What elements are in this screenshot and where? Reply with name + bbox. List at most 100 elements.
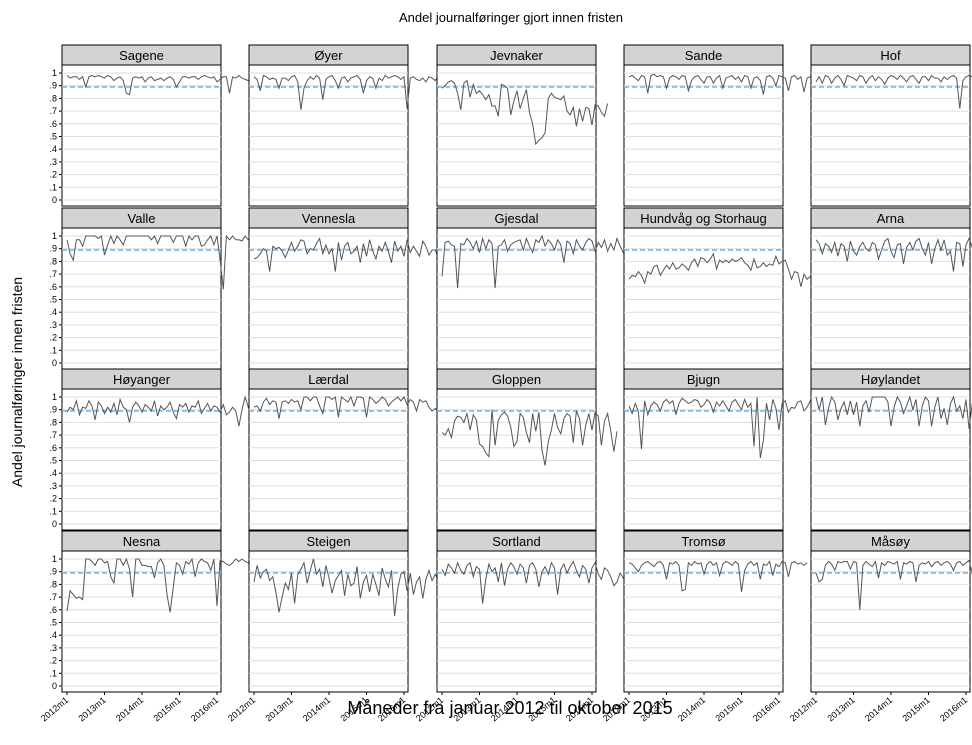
- y-tick-label: .6: [49, 443, 57, 453]
- series-line: [815, 559, 972, 610]
- y-tick-label: .9: [49, 244, 57, 254]
- panel: Arna: [810, 207, 972, 370]
- y-tick-label: 0: [52, 519, 57, 529]
- y-tick-label: 1: [52, 392, 57, 402]
- series-line: [253, 558, 439, 617]
- plot-area: [810, 550, 971, 693]
- series-line: [253, 74, 439, 110]
- series-line: [815, 395, 972, 429]
- plot-area: [61, 227, 222, 370]
- y-tick-label: .5: [49, 295, 57, 305]
- x-tick-label: 2016m1: [751, 695, 782, 724]
- x-tick-label: 2014m1: [863, 695, 894, 724]
- x-tick-label: 2012m1: [788, 695, 819, 724]
- y-tick-label: .3: [49, 643, 57, 653]
- panel-title: Bjugn: [687, 372, 720, 387]
- plot-area: [61, 388, 222, 531]
- panel: Vennesla: [248, 207, 439, 370]
- panel-title: Valle: [128, 211, 156, 226]
- y-tick-label: .7: [49, 106, 57, 116]
- plot-area: [436, 388, 597, 531]
- x-tick-label: 2015m1: [713, 695, 744, 724]
- panel: Sagene 0 .1 .2 .3 .4 .5 .6 .7 .8 .9 1: [49, 44, 252, 207]
- x-tick-label: 2014m1: [114, 695, 145, 724]
- x-tick-label: 2013m1: [825, 695, 856, 724]
- plot-area: [623, 550, 784, 693]
- y-tick-label: .6: [49, 605, 57, 615]
- x-tick-label: 2014m1: [301, 695, 332, 724]
- panel-title: Jevnaker: [490, 48, 543, 63]
- panel-title: Nesna: [123, 534, 161, 549]
- y-tick-label: .4: [49, 468, 57, 478]
- series-line: [441, 409, 618, 466]
- y-tick-label: .1: [49, 506, 57, 516]
- chart-title: Andel journalføringer gjort innen friste…: [399, 10, 623, 25]
- y-tick-label: .5: [49, 618, 57, 628]
- series-line: [815, 237, 972, 272]
- series-line: [253, 237, 439, 272]
- y-tick-label: .8: [49, 417, 57, 427]
- y-axis-title: Andel journalføringer innen fristen: [9, 277, 25, 487]
- series-line: [66, 395, 252, 427]
- series-line: [253, 395, 439, 419]
- panel: Jevnaker: [436, 44, 609, 207]
- panel: Høyanger 0 .1 .2 .3 .4 .5 .6 .7 .8 .9 1: [49, 368, 252, 531]
- panel-title: Høylandet: [861, 372, 921, 387]
- x-axis-title: Måneder fra januar 2012 til oktober 2015: [347, 698, 672, 718]
- panel-title: Sortland: [492, 534, 540, 549]
- x-tick-label: 2012m1: [39, 695, 70, 724]
- y-tick-label: .8: [49, 93, 57, 103]
- y-tick-label: .3: [49, 481, 57, 491]
- plot-area: [810, 388, 971, 531]
- series-line: [441, 79, 609, 146]
- panel-title: Vennesla: [302, 211, 356, 226]
- x-tick-label: 2015m1: [900, 695, 931, 724]
- x-tick-label: 2012m1: [226, 695, 257, 724]
- series-line: [628, 396, 817, 459]
- y-tick-label: .9: [49, 81, 57, 91]
- y-tick-label: 1: [52, 231, 57, 241]
- panel: Høylandet: [810, 368, 972, 531]
- y-tick-label: .1: [49, 345, 57, 355]
- y-tick-label: .7: [49, 592, 57, 602]
- panel: Lærdal: [248, 368, 439, 531]
- y-tick-label: .7: [49, 430, 57, 440]
- panel-title: Lærdal: [308, 372, 349, 387]
- panel-title: Høyanger: [113, 372, 171, 387]
- x-tick-label: 2016m1: [938, 695, 969, 724]
- y-tick-label: .2: [49, 333, 57, 343]
- panel-title: Tromsø: [681, 534, 725, 549]
- y-tick-label: .5: [49, 132, 57, 142]
- y-tick-label: .2: [49, 494, 57, 504]
- y-tick-label: 0: [52, 681, 57, 691]
- panel-title: Sagene: [119, 48, 164, 63]
- series-line: [815, 74, 972, 109]
- plot-area: [248, 388, 409, 531]
- plot-area: [623, 64, 784, 207]
- panel-title: Arna: [877, 211, 905, 226]
- x-tick-label: 2013m1: [76, 695, 107, 724]
- series-line: [66, 74, 252, 96]
- panel: Måsøy 2012m1 2013m1 2014m1 2015m1 2016m1: [788, 530, 972, 724]
- plot-area: [810, 64, 971, 207]
- y-tick-label: .1: [49, 182, 57, 192]
- series-line: [628, 560, 808, 593]
- y-tick-label: .4: [49, 144, 57, 154]
- x-tick-label: 2014m1: [676, 695, 707, 724]
- y-tick-label: .2: [49, 170, 57, 180]
- y-tick-label: 0: [52, 195, 57, 205]
- y-tick-label: .6: [49, 282, 57, 292]
- plot-area: [623, 227, 784, 370]
- panel: Gloppen: [436, 368, 618, 531]
- series-line: [441, 234, 627, 289]
- x-tick-label: 2016m1: [189, 695, 220, 724]
- y-tick-label: .6: [49, 119, 57, 129]
- panel-title: Hundvåg og Storhaug: [640, 211, 766, 226]
- series-line: [66, 234, 252, 290]
- y-tick-label: .4: [49, 630, 57, 640]
- y-tick-label: .9: [49, 405, 57, 415]
